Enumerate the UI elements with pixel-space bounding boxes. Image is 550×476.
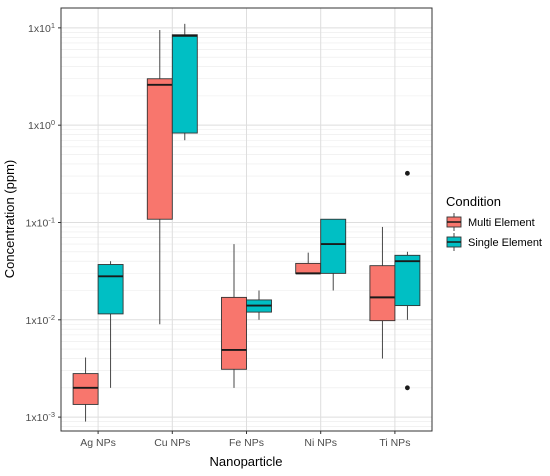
x-tick-label: Ni NPs xyxy=(304,437,337,449)
box-body xyxy=(146,78,173,220)
box-fe-nps-single-element xyxy=(246,290,272,320)
box-body xyxy=(221,296,247,370)
box-body xyxy=(394,254,421,307)
legend-title: Condition xyxy=(446,194,501,209)
y-tick-label: 1x10-3 xyxy=(26,410,55,424)
box-body xyxy=(320,218,347,274)
box-cu-nps-single-element xyxy=(171,23,198,141)
x-tick-label: Cu NPs xyxy=(154,437,190,449)
boxes xyxy=(72,23,421,422)
x-axis-title: Nanoparticle xyxy=(210,454,283,469)
box-cu-nps-multi-element xyxy=(146,30,173,325)
y-tick-label: 1x10-1 xyxy=(26,215,55,229)
box-fe-nps-multi-element xyxy=(221,244,247,388)
box-ag-nps-single-element xyxy=(97,261,124,388)
x-tick-label: Ti NPs xyxy=(379,437,410,449)
outlier-point xyxy=(405,385,410,391)
box-ni-nps-single-element xyxy=(320,218,347,291)
outlier-point xyxy=(405,170,410,176)
legend: Condition Multi Element Single Element xyxy=(446,194,542,251)
y-tick-label: 1x101 xyxy=(28,21,55,35)
y-tick-label: 1x10-2 xyxy=(26,313,55,327)
box-body xyxy=(171,34,198,134)
y-axis-title: Concentration (ppm) xyxy=(2,160,17,279)
legend-label: Single Element xyxy=(468,237,542,249)
legend-label: Multi Element xyxy=(468,217,535,229)
box-body xyxy=(369,265,396,322)
box-ag-nps-multi-element xyxy=(72,357,99,422)
x-tick-label: Ag NPs xyxy=(80,437,116,449)
legend-key-single-element xyxy=(446,233,462,251)
y-axis: 1x10-3 1x10-2 1x10-1 1x100 1x101 xyxy=(26,21,61,424)
box-body xyxy=(72,373,99,405)
box-ti-nps-multi-element xyxy=(369,226,396,359)
box-ti-nps-single-element xyxy=(394,170,421,391)
x-axis: Ag NPs Cu NPs Fe NPs Ni NPs Ti NPs xyxy=(80,431,410,449)
x-tick-label: Fe NPs xyxy=(229,437,264,449)
box-body xyxy=(97,264,124,315)
y-tick-label: 1x100 xyxy=(28,118,55,132)
box-body xyxy=(295,262,322,274)
legend-key-multi-element xyxy=(446,213,462,231)
